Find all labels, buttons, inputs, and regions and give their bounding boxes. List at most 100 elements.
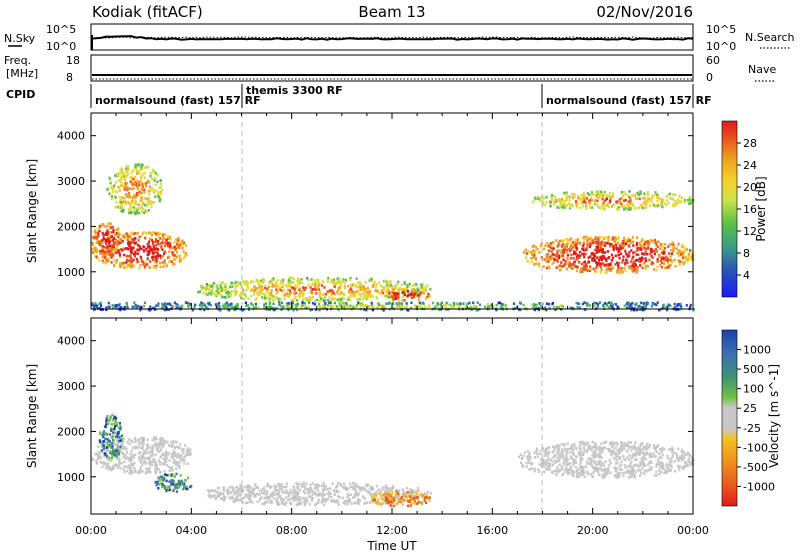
power-data-cell bbox=[206, 293, 209, 296]
velocity-data-cell bbox=[119, 439, 122, 442]
velocity-data-cell bbox=[102, 435, 105, 438]
velocity-data-cell bbox=[375, 490, 378, 494]
velocity-data-cell bbox=[177, 481, 180, 485]
power-data-cell bbox=[139, 179, 142, 183]
power-data-cell bbox=[600, 192, 603, 195]
power-data-cell bbox=[597, 239, 600, 242]
power-colorbar bbox=[721, 120, 738, 298]
velocity-data-cell bbox=[226, 492, 229, 496]
power-data-cell bbox=[296, 299, 299, 302]
velocity-data-cell bbox=[101, 443, 104, 446]
power-data-cell bbox=[382, 287, 386, 291]
power-data-cell bbox=[579, 270, 582, 274]
power-data-cell bbox=[318, 305, 321, 308]
velocity-data-cell bbox=[413, 501, 416, 504]
power-data-cell bbox=[130, 171, 133, 174]
velocity-data-cell bbox=[342, 485, 345, 489]
power-data-cell bbox=[110, 256, 113, 259]
power-data-cell bbox=[202, 287, 205, 290]
power-data-cell bbox=[122, 262, 125, 265]
power-data-cell bbox=[643, 246, 646, 250]
velocity-data-cell bbox=[391, 497, 394, 501]
power-data-cell bbox=[381, 289, 384, 292]
velocity-data-cell bbox=[282, 486, 285, 489]
power-data-cell bbox=[595, 266, 598, 269]
velocity-data-cell bbox=[247, 489, 251, 492]
power-data-cell bbox=[161, 306, 164, 310]
power-data-cell bbox=[627, 237, 630, 241]
power-data-cell bbox=[534, 251, 537, 254]
power-data-cell bbox=[687, 198, 690, 202]
power-data-cell bbox=[609, 262, 612, 265]
velocity-data-cell bbox=[387, 489, 390, 493]
power-data-cell bbox=[106, 252, 109, 256]
power-data-cell bbox=[582, 205, 585, 208]
power-data-cell bbox=[225, 302, 228, 305]
power-data-cell bbox=[271, 285, 274, 288]
power-data-cell bbox=[135, 193, 138, 196]
power-data-cell bbox=[147, 189, 150, 193]
power-data-cell bbox=[275, 292, 278, 295]
power-data-cell bbox=[221, 289, 224, 292]
power-data-cell bbox=[427, 305, 430, 308]
velocity-data-cell bbox=[620, 463, 623, 467]
power-data-cell bbox=[130, 265, 133, 269]
power-data-cell bbox=[326, 304, 330, 307]
velocity-data-cell bbox=[370, 485, 373, 489]
power-data-cell bbox=[565, 191, 568, 195]
power-data-cell bbox=[670, 249, 673, 252]
power-data-cell bbox=[267, 285, 271, 289]
velocity-data-cell bbox=[108, 443, 111, 447]
velocity-data-cell bbox=[289, 501, 292, 505]
power-data-cell bbox=[368, 290, 371, 293]
velocity-data-cell bbox=[588, 444, 592, 448]
power-data-cell bbox=[677, 198, 680, 202]
power-data-cell bbox=[173, 240, 176, 244]
power-data-cell bbox=[580, 267, 583, 271]
power-data-cell bbox=[292, 287, 295, 290]
power-data-cell bbox=[263, 298, 266, 301]
power-data-cell bbox=[391, 290, 394, 293]
velocity-data-cell bbox=[260, 496, 263, 499]
power-data-cell bbox=[556, 245, 559, 248]
power-data-cell bbox=[167, 235, 170, 239]
power-data-cell bbox=[640, 252, 644, 255]
power-data-cell bbox=[357, 281, 360, 285]
velocity-data-cell bbox=[161, 437, 164, 440]
velocity-data-cell bbox=[670, 450, 673, 454]
power-data-cell bbox=[224, 296, 227, 299]
power-data-cell bbox=[542, 196, 546, 200]
power-data-cell bbox=[573, 241, 576, 245]
power-data-cell bbox=[624, 239, 627, 242]
power-data-cell bbox=[631, 267, 634, 271]
velocity-data-cell bbox=[627, 458, 631, 461]
power-data-cell bbox=[568, 238, 571, 242]
velocity-data-cell bbox=[177, 446, 180, 449]
velocity-data-cell bbox=[384, 501, 388, 505]
velocity-data-cell bbox=[577, 467, 580, 471]
power-data-cell bbox=[595, 248, 598, 251]
velocity-data-cell bbox=[111, 452, 114, 456]
velocity-data-cell bbox=[183, 455, 186, 459]
power-data-cell bbox=[632, 255, 635, 259]
power-data-cell bbox=[255, 306, 258, 309]
power-data-cell bbox=[645, 241, 648, 244]
power-data-cell bbox=[112, 241, 115, 244]
y-tick-label: 4000 bbox=[57, 130, 85, 143]
power-data-cell bbox=[611, 193, 614, 196]
power-data-cell bbox=[288, 304, 291, 308]
power-data-cell bbox=[141, 165, 144, 168]
power-data-cell bbox=[599, 256, 602, 259]
velocity-data-cell bbox=[141, 463, 144, 467]
power-data-cell bbox=[142, 208, 145, 211]
power-data-cell bbox=[645, 247, 648, 251]
velocity-data-cell bbox=[377, 502, 381, 505]
power-data-cell bbox=[546, 242, 549, 245]
velocity-data-cell bbox=[104, 448, 108, 452]
power-data-cell bbox=[596, 203, 599, 207]
velocity-data-cell bbox=[97, 457, 100, 461]
power-data-cell bbox=[184, 243, 187, 246]
power-data-cell bbox=[603, 242, 606, 246]
power-data-cell bbox=[357, 286, 360, 289]
